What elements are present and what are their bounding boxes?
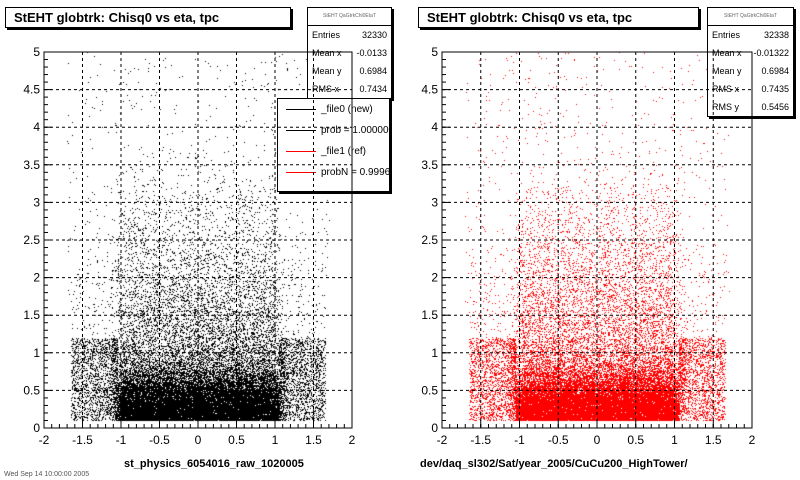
right-stats-row: RMS x 0.7435	[712, 84, 789, 94]
x-tick-label: 0	[594, 433, 601, 447]
y-tick-label: 3	[431, 195, 438, 209]
right-stats-row: Mean x -0.01322	[712, 48, 789, 58]
y-tick-label: 2	[431, 271, 438, 285]
y-tick-label: 0.5	[23, 383, 40, 397]
y-tick-label: 2.5	[421, 233, 438, 247]
y-tick-label: 1	[33, 346, 40, 360]
x-tick-label: 1	[671, 433, 678, 447]
y-tick-label: 4	[431, 120, 438, 134]
x-tick-label: -2	[437, 433, 448, 447]
x-tick-label: 1.5	[305, 433, 322, 447]
left-stats-row: Mean x -0.0133	[312, 48, 387, 58]
right-plot-title: StEHT globtrk: Chisq0 vs eta, tpc	[418, 7, 699, 28]
left-stats-row: RMS x 0.7434	[312, 84, 387, 94]
y-tick-label: 3.5	[23, 158, 40, 172]
y-tick-label: 4.5	[23, 83, 40, 97]
y-tick-label: 0	[33, 421, 40, 435]
x-tick-label: -1.5	[72, 433, 93, 447]
legend-entry: prob = 1.000000	[278, 120, 389, 141]
left-stats-header: StEHT QaGtrkChi0EtaT	[308, 8, 391, 26]
y-tick-label: 0.5	[421, 383, 438, 397]
y-tick-label: 2	[33, 271, 40, 285]
x-tick-label: 2	[749, 433, 756, 447]
right-stats-box: StEHT QaGtrkChi0EtaT Entries 32338 Mean x…	[707, 7, 794, 117]
legend-entry: probN = 0.999681	[278, 162, 389, 183]
x-tick-label: 1	[272, 433, 279, 447]
right-stats-row: Mean y 0.6984	[712, 66, 789, 76]
left-x-caption: st_physics_6054016_raw_1020005	[124, 458, 304, 470]
x-tick-label: -1	[514, 433, 525, 447]
y-tick-label: 3	[33, 195, 40, 209]
y-tick-label: 0	[431, 421, 438, 435]
right-stats-header: StEHT QaGtrkChi0EtaT	[708, 8, 793, 26]
y-tick-label: 4.5	[421, 83, 438, 97]
left-stats-row: Mean y 0.6984	[312, 66, 387, 76]
x-tick-label: -2	[39, 433, 50, 447]
x-tick-label: 2	[349, 433, 356, 447]
x-tick-label: -1	[116, 433, 127, 447]
left-legend: _file0 (new) prob = 1.000000 _file1 (ref…	[277, 98, 390, 192]
y-tick-label: 5	[431, 45, 438, 59]
x-tick-label: -1.5	[470, 433, 491, 447]
y-tick-label: 1.5	[421, 308, 438, 322]
right-x-caption: dev/daq_sl302/Sat/year_2005/CuCu200_High…	[420, 458, 688, 470]
y-tick-label: 1.5	[23, 308, 40, 322]
left-stats-box: StEHT QaGtrkChi0EtaT Entries 32330 Mean x…	[307, 7, 392, 99]
y-tick-label: 3.5	[421, 158, 438, 172]
x-tick-label: 1.5	[705, 433, 722, 447]
legend-entry: _file0 (new)	[278, 99, 389, 120]
left-stats-row: Entries 32330	[312, 30, 387, 40]
x-tick-label: 0.5	[627, 433, 644, 447]
x-tick-label: 0	[195, 433, 202, 447]
right-stats-row: RMS y 0.5456	[712, 102, 789, 112]
y-tick-label: 1	[431, 346, 438, 360]
y-tick-label: 4	[33, 120, 40, 134]
x-tick-label: 0.5	[228, 433, 245, 447]
y-tick-label: 2.5	[23, 233, 40, 247]
y-tick-label: 5	[33, 45, 40, 59]
x-tick-label: -0.5	[548, 433, 569, 447]
footer-timestamp: Wed Sep 14 10:00:00 2005	[4, 471, 90, 478]
x-tick-label: -0.5	[149, 433, 170, 447]
legend-entry: _file1 (ref)	[278, 141, 389, 162]
right-stats-row: Entries 32338	[712, 30, 789, 40]
left-plot-title: StEHT globtrk: Chisq0 vs eta, tpc	[5, 7, 291, 28]
